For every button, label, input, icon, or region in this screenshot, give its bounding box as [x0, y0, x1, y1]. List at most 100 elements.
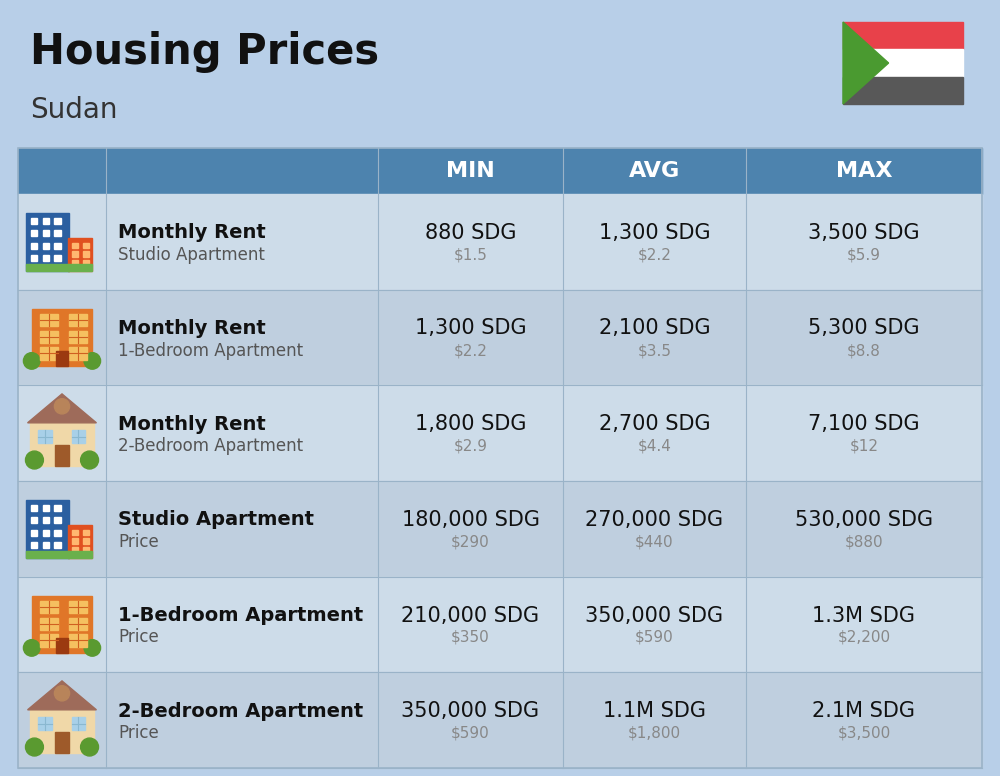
Bar — [54, 542, 61, 548]
Bar — [69, 314, 87, 327]
Text: Studio Apartment: Studio Apartment — [118, 511, 314, 529]
Bar — [69, 331, 87, 343]
Bar — [72, 261, 78, 266]
Bar — [43, 230, 49, 237]
Bar — [31, 504, 37, 511]
Bar — [83, 243, 89, 248]
Bar — [54, 255, 61, 261]
Circle shape — [54, 686, 70, 701]
Text: 1-Bedroom Apartment: 1-Bedroom Apartment — [118, 341, 303, 359]
Circle shape — [84, 352, 101, 369]
Bar — [83, 547, 89, 553]
Bar — [83, 539, 89, 544]
Text: AVG: AVG — [629, 161, 680, 181]
Bar — [54, 218, 61, 224]
Text: $3.5: $3.5 — [638, 343, 672, 358]
Text: $880: $880 — [845, 535, 883, 549]
Circle shape — [25, 451, 43, 469]
Bar — [68, 551, 92, 558]
Bar — [18, 386, 982, 481]
Bar — [843, 22, 963, 50]
Text: 2,700 SDG: 2,700 SDG — [599, 414, 710, 434]
Bar — [18, 148, 982, 194]
Polygon shape — [28, 394, 96, 423]
Bar — [54, 693, 70, 705]
Text: MAX: MAX — [836, 161, 892, 181]
Bar — [54, 504, 61, 511]
Circle shape — [54, 399, 70, 414]
Bar — [55, 445, 69, 466]
Bar — [83, 261, 89, 266]
Text: $8.8: $8.8 — [847, 343, 881, 358]
Bar — [68, 237, 92, 271]
Bar — [843, 77, 963, 104]
Bar — [83, 529, 89, 535]
Bar — [30, 710, 94, 753]
Circle shape — [23, 639, 40, 656]
Bar — [26, 551, 69, 558]
Bar — [72, 430, 85, 444]
Bar — [40, 314, 58, 327]
Text: $590: $590 — [451, 726, 490, 740]
Bar — [31, 517, 37, 523]
Bar — [26, 264, 69, 271]
Text: 180,000 SDG: 180,000 SDG — [402, 510, 540, 530]
Text: 5,300 SDG: 5,300 SDG — [808, 318, 920, 338]
Bar — [18, 194, 982, 289]
Text: 7,100 SDG: 7,100 SDG — [808, 414, 920, 434]
Bar — [69, 601, 87, 614]
Text: $290: $290 — [451, 535, 490, 549]
Text: $5.9: $5.9 — [847, 248, 881, 262]
Text: 350,000 SDG: 350,000 SDG — [585, 605, 724, 625]
Text: Price: Price — [118, 724, 159, 742]
Bar — [56, 352, 68, 366]
Text: 1.3M SDG: 1.3M SDG — [812, 605, 916, 625]
Bar — [72, 243, 78, 248]
Text: 1,300 SDG: 1,300 SDG — [415, 318, 526, 338]
Text: 1-Bedroom Apartment: 1-Bedroom Apartment — [118, 606, 363, 625]
Text: 530,000 SDG: 530,000 SDG — [795, 510, 933, 530]
Bar — [43, 255, 49, 261]
Bar — [72, 529, 78, 535]
Bar — [38, 717, 52, 730]
Text: 1,800 SDG: 1,800 SDG — [415, 414, 526, 434]
Bar — [18, 577, 982, 672]
Text: 1,300 SDG: 1,300 SDG — [599, 223, 710, 243]
Bar — [18, 672, 982, 768]
Bar — [72, 547, 78, 553]
Bar — [18, 481, 982, 577]
Bar — [32, 309, 92, 366]
Bar — [56, 639, 68, 653]
Bar — [69, 347, 87, 359]
Bar — [54, 517, 61, 523]
Text: 2.1M SDG: 2.1M SDG — [812, 702, 916, 721]
Bar — [32, 595, 92, 653]
Text: 1.1M SDG: 1.1M SDG — [603, 702, 706, 721]
Text: 2-Bedroom Apartment: 2-Bedroom Apartment — [118, 702, 363, 721]
Text: $3,500: $3,500 — [837, 726, 891, 740]
Polygon shape — [28, 681, 96, 710]
Circle shape — [81, 451, 99, 469]
Bar — [43, 218, 49, 224]
Text: Price: Price — [118, 533, 159, 551]
Bar — [69, 634, 87, 646]
Text: $4.4: $4.4 — [638, 438, 671, 454]
Text: $590: $590 — [635, 630, 674, 645]
Bar — [31, 255, 37, 261]
Bar — [30, 423, 94, 466]
Bar — [68, 525, 92, 558]
Text: Monthly Rent: Monthly Rent — [118, 223, 266, 242]
Text: $2.2: $2.2 — [454, 343, 487, 358]
Text: Price: Price — [118, 629, 159, 646]
Bar — [31, 218, 37, 224]
Text: $2.9: $2.9 — [454, 438, 488, 454]
Text: 270,000 SDG: 270,000 SDG — [585, 510, 724, 530]
Circle shape — [84, 639, 101, 656]
Circle shape — [25, 738, 43, 756]
Bar — [54, 529, 61, 535]
Text: 3,500 SDG: 3,500 SDG — [808, 223, 920, 243]
Bar — [18, 289, 982, 386]
Bar — [26, 500, 69, 558]
Bar — [55, 732, 69, 753]
Text: 350,000 SDG: 350,000 SDG — [401, 702, 540, 721]
